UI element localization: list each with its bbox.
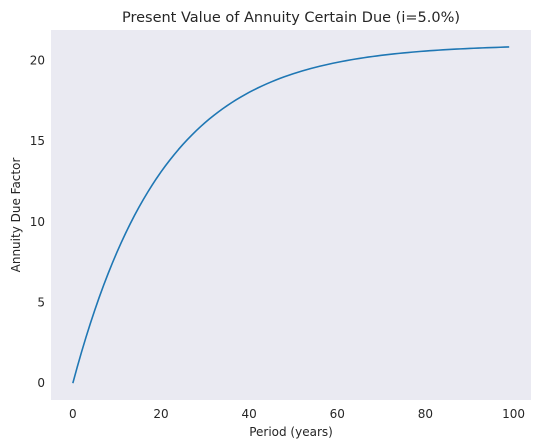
y-tick-label: 10 <box>30 215 45 229</box>
x-axis-ticks: 0 20 40 60 80 100 <box>69 407 525 421</box>
x-tick-label: 100 <box>502 407 525 421</box>
y-tick-label: 15 <box>30 134 45 148</box>
x-tick-label: 60 <box>330 407 345 421</box>
series-line <box>72 46 510 384</box>
y-tick-label: 20 <box>30 53 45 67</box>
x-axis-label: Period (years) <box>249 425 333 439</box>
x-tick-label: 20 <box>153 407 168 421</box>
y-axis-label: Annuity Due Factor <box>9 158 23 273</box>
x-tick-label: 40 <box>241 407 256 421</box>
y-axis-ticks: 0 5 10 15 20 <box>30 53 45 390</box>
y-tick-label: 0 <box>37 376 45 390</box>
x-tick-label: 80 <box>418 407 433 421</box>
chart-title: Present Value of Annuity Certain Due (i=… <box>122 10 460 26</box>
plot-area <box>51 30 531 400</box>
x-tick-label: 0 <box>69 407 77 421</box>
y-tick-label: 5 <box>37 295 45 309</box>
